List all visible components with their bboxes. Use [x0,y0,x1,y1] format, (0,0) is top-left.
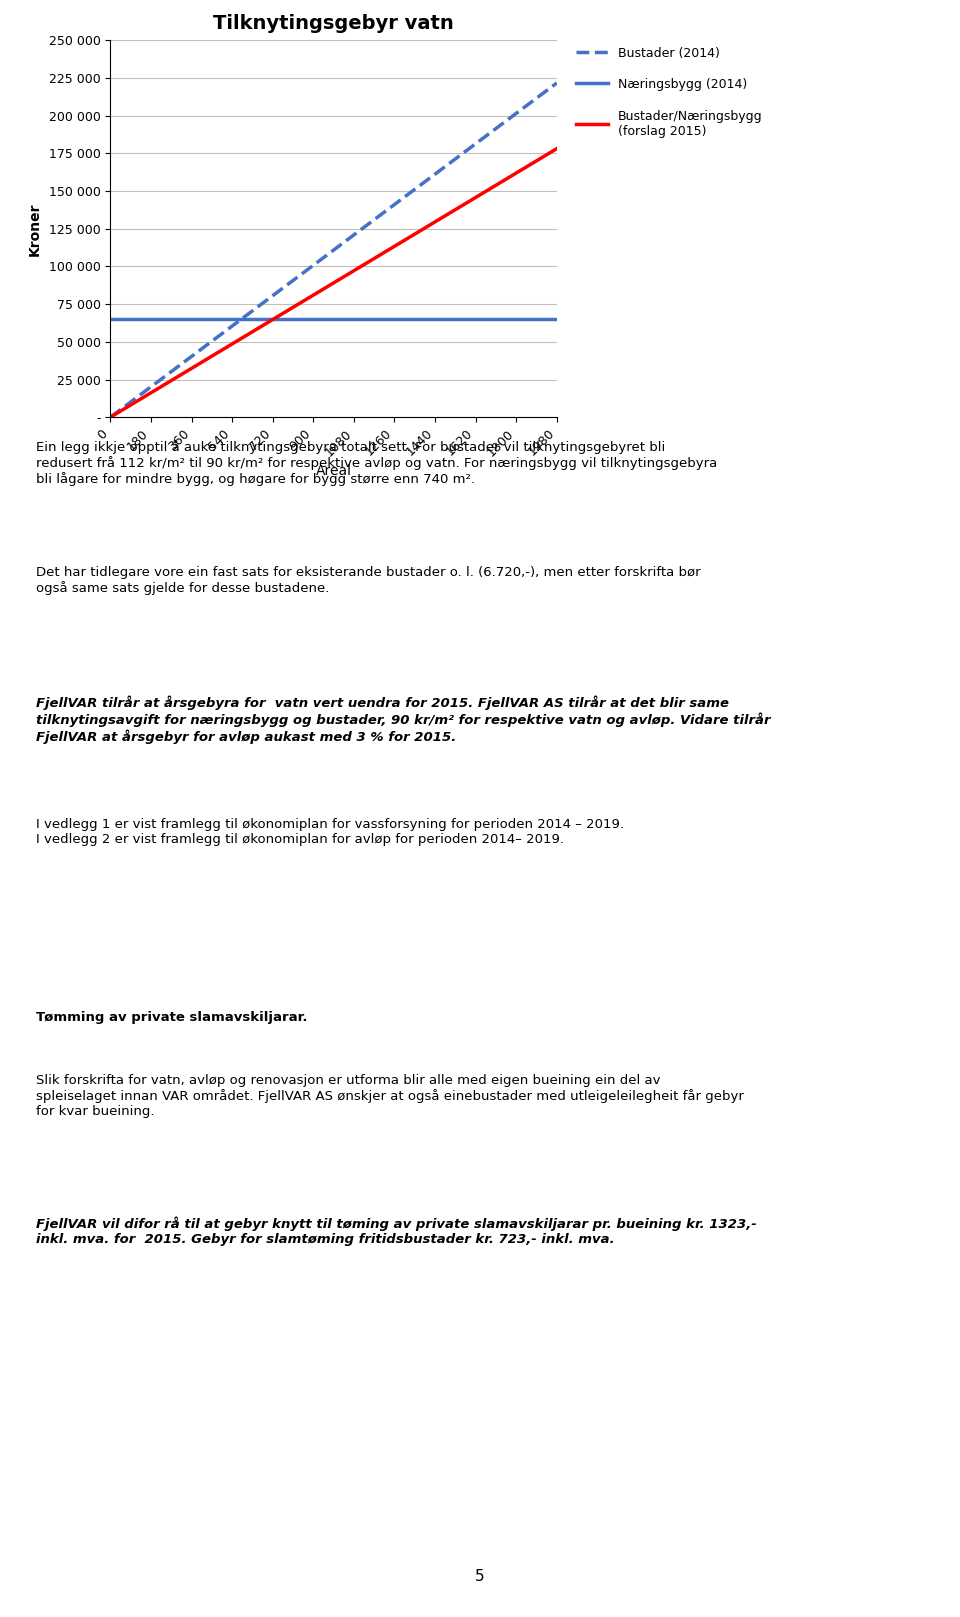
Y-axis label: Kroner: Kroner [28,202,42,255]
Text: FjellVAR vil difor rå til at gebyr knytt til tøming av private slamavskiljarar p: FjellVAR vil difor rå til at gebyr knytt… [36,1216,757,1245]
Text: Tømming av private slamavskiljarar.: Tømming av private slamavskiljarar. [36,1011,308,1024]
Text: FjellVAR tilrår at årsgebyra for  vatn vert uendra for 2015. FjellVAR AS tilrår : FjellVAR tilrår at årsgebyra for vatn ve… [36,695,771,744]
Text: Slik forskrifta for vatn, avløp og renovasjon er utforma blir alle med eigen bue: Slik forskrifta for vatn, avløp og renov… [36,1074,744,1117]
Text: I vedlegg 1 er vist framlegg til økonomiplan for vassforsyning for perioden 2014: I vedlegg 1 er vist framlegg til økonomi… [36,818,624,846]
Text: 5: 5 [475,1568,485,1585]
Title: Tilknytingsgebyr vatn: Tilknytingsgebyr vatn [213,15,454,34]
Legend: Bustader (2014), Næringsbygg (2014), Bustader/Næringsbygg
(forslag 2015): Bustader (2014), Næringsbygg (2014), Bus… [576,47,762,137]
Text: Ein legg ikkje opptil å auke tilknytingsgebyra totalt sett. For bustader vil til: Ein legg ikkje opptil å auke tilknytings… [36,440,718,487]
Text: Det har tidlegare vore ein fast sats for eksisterande bustader o. l. (6.720,-), : Det har tidlegare vore ein fast sats for… [36,566,701,595]
X-axis label: Areal: Areal [316,464,351,479]
